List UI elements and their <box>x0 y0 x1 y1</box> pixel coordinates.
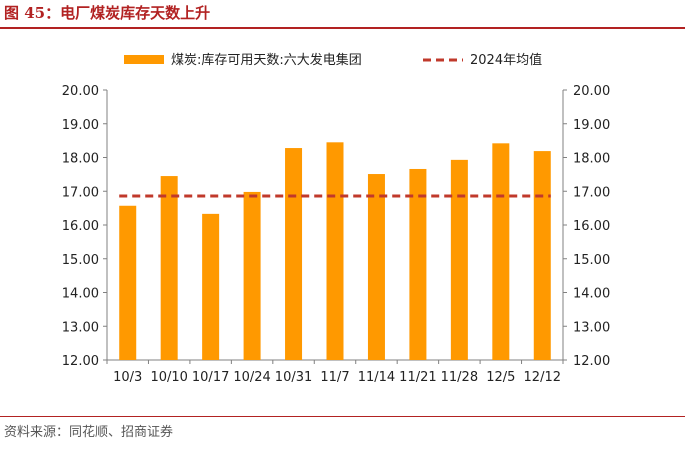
y-tick-label-right: 19.00 <box>573 118 610 133</box>
title-divider <box>0 27 685 29</box>
x-axis-labels: 10/3 10/10 10/17 10/24 10/31 11/7 11/14 11/21 11… <box>113 370 561 385</box>
bar <box>533 151 551 360</box>
legend: 煤炭:库存可用天数:六大发电集团 2024年均值 <box>124 52 542 68</box>
source-note: 资料来源：同花顺、招商证券 <box>4 425 174 440</box>
bar <box>202 213 220 360</box>
x-tick-label: 12/12 <box>524 370 561 385</box>
x-tick-label: 10/10 <box>150 370 187 385</box>
y-tick-label-right: 17.00 <box>573 185 610 200</box>
y-tick-label-right: 16.00 <box>573 219 610 234</box>
legend-avg-label: 2024年均值 <box>470 52 542 68</box>
y-tick-label-left: 15.00 <box>62 253 99 268</box>
y-tick-label-left: 16.00 <box>62 219 99 234</box>
y-tick-label-left: 14.00 <box>62 287 99 302</box>
bar <box>492 143 510 360</box>
bar <box>409 168 427 360</box>
legend-bar-label: 煤炭:库存可用天数:六大发电集团 <box>171 52 362 68</box>
x-tick-label: 11/14 <box>358 370 395 385</box>
legend-bar-swatch <box>124 55 164 64</box>
figure-title: 图 45：电厂煤炭库存天数上升 <box>4 4 211 22</box>
x-tick-label: 11/21 <box>399 370 436 385</box>
y-tick-label-right: 12.00 <box>573 354 610 369</box>
bars <box>119 142 551 360</box>
y-tick-label-left: 17.00 <box>62 185 99 200</box>
bar <box>450 159 468 360</box>
x-tick-label: 12/5 <box>486 370 515 385</box>
axes: 12.00 13.00 14.00 15.00 16.00 17.00 18.00 19.00… <box>62 84 610 369</box>
y-tick-label-right: 13.00 <box>573 320 610 335</box>
coal-inventory-chart: 煤炭:库存可用天数:六大发电集团 2024年均值 12.00 13.00 14.00… <box>62 52 610 385</box>
bar <box>326 142 344 360</box>
y-tick-label-right: 15.00 <box>573 253 610 268</box>
x-tick-label: 10/17 <box>192 370 229 385</box>
y-tick-label-left: 20.00 <box>62 84 99 99</box>
bar <box>243 191 261 360</box>
source-divider <box>0 416 685 417</box>
y-tick-label-right: 18.00 <box>573 152 610 167</box>
x-tick-label: 11/7 <box>320 370 349 385</box>
bar <box>119 205 137 360</box>
y-tick-label-left: 13.00 <box>62 320 99 335</box>
bar <box>367 174 385 360</box>
y-tick-label-left: 19.00 <box>62 118 99 133</box>
x-tick-label: 11/28 <box>441 370 478 385</box>
x-tick-label: 10/3 <box>113 370 142 385</box>
y-tick-label-right: 20.00 <box>573 84 610 99</box>
y-tick-label-right: 14.00 <box>573 287 610 302</box>
x-tick-label: 10/24 <box>233 370 270 385</box>
bar <box>285 148 303 360</box>
bar <box>160 176 178 360</box>
y-tick-label-left: 18.00 <box>62 152 99 167</box>
x-tick-label: 10/31 <box>275 370 312 385</box>
y-tick-label-left: 12.00 <box>62 354 99 369</box>
